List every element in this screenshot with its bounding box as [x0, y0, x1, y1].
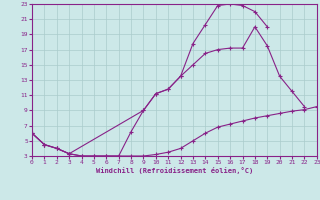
- X-axis label: Windchill (Refroidissement éolien,°C): Windchill (Refroidissement éolien,°C): [96, 167, 253, 174]
